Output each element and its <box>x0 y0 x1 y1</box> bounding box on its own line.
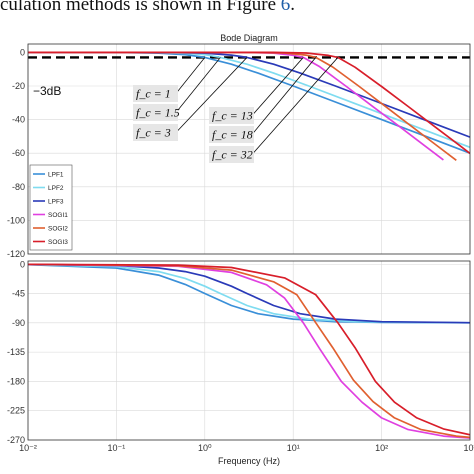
legend-label-lpf3: LPF3 <box>48 198 64 205</box>
magnitude-panel: 0 -20 -40 -60 -80 -100 -120 Bode Diagram LPF1 LPF… <box>7 33 471 259</box>
x-tick-label: 10⁻¹ <box>108 443 126 453</box>
y-tick-label: 0 <box>20 47 25 57</box>
plot-frame <box>27 43 471 255</box>
caption-end: . <box>290 0 296 15</box>
annotation-label: f_c = 32 <box>212 148 253 162</box>
annotation-box <box>133 104 178 121</box>
annotation-leader <box>251 57 339 155</box>
annotation-leader <box>251 57 304 116</box>
annotation-box <box>209 107 254 124</box>
legend-box <box>29 164 73 251</box>
series-line-sogi3 <box>28 263 470 436</box>
series-line-lpf3 <box>28 263 470 324</box>
annotation-box <box>209 146 254 163</box>
x-tick-label: 10¹ <box>287 443 300 453</box>
y-tick-label: -135 <box>7 347 25 357</box>
y-tick-label: -120 <box>7 249 25 259</box>
x-tick-label: 10⁻² <box>19 443 37 453</box>
series-line-sogi1 <box>28 263 470 439</box>
series-line-sogi1 <box>28 51 444 161</box>
series-line-lpf2 <box>28 263 470 324</box>
threshold-label: −3dB <box>33 84 61 98</box>
annotation-leader <box>251 57 317 135</box>
x-tick-label: 10⁰ <box>198 443 212 453</box>
annotation-label: f_c = 3 <box>136 126 171 140</box>
y-tick-label: -45 <box>12 289 25 299</box>
y-tick-label: 0 <box>20 259 25 269</box>
y-tick-label: -270 <box>7 435 25 445</box>
y-tick-label: -40 <box>12 115 25 125</box>
legend-label-lpf1: LPF1 <box>48 171 64 178</box>
y-tick-label: -180 <box>7 376 25 386</box>
series-line-sogi3 <box>28 51 470 155</box>
y-tick-label: -100 <box>7 215 25 225</box>
annotation-leader <box>175 57 206 94</box>
legend-label-sogi1: SOGI1 <box>48 212 68 219</box>
annotation-box <box>133 85 178 102</box>
y-tick-label: -20 <box>12 81 25 91</box>
y-tick-label: -225 <box>7 406 25 416</box>
caption-text: culation methods is shown in Figure 6. <box>0 0 474 18</box>
annotation-box <box>209 126 254 143</box>
y-tick-label: -90 <box>12 318 25 328</box>
legend-label-lpf2: LPF2 <box>48 185 64 192</box>
x-tick-label: 10³ <box>463 443 474 453</box>
annotation-leader <box>175 57 248 133</box>
caption-main: culation methods is shown in Figure <box>0 0 281 15</box>
plot-frame <box>27 260 471 441</box>
x-tick-label: 10² <box>375 443 388 453</box>
annotation-box <box>133 124 178 141</box>
legend-label-sogi2: SOGI2 <box>48 225 68 232</box>
chart-title: Bode Diagram <box>220 33 278 43</box>
annotation-leader <box>175 57 221 113</box>
y-tick-label: -60 <box>12 148 25 158</box>
series-line-sogi2 <box>28 263 470 439</box>
legend-label-sogi3: SOGI3 <box>48 239 68 246</box>
annotation-label: f_c = 1.5 <box>136 106 180 120</box>
annotation-label: f_c = 1 <box>136 87 171 101</box>
figure-link[interactable]: 6 <box>280 0 291 15</box>
annotation-label: f_c = 13 <box>212 109 253 123</box>
y-tick-label: -80 <box>12 182 25 192</box>
annotation-label: f_c = 18 <box>212 128 253 142</box>
x-axis-label: Frequency (Hz) <box>218 456 280 466</box>
